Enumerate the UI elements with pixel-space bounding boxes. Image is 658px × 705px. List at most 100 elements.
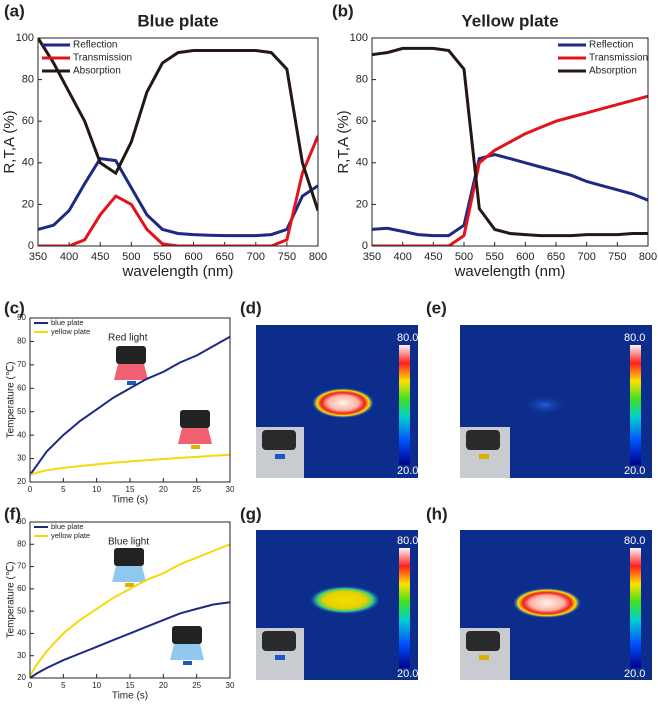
legend-label: yellow plate	[51, 531, 90, 540]
plot-frame	[29, 317, 231, 483]
lamp-icon	[178, 410, 212, 449]
chart-title: Blue plate	[137, 11, 218, 30]
legend-label: Absorption	[589, 66, 637, 77]
plot-frame	[29, 521, 231, 679]
x-tick-label: 600	[516, 251, 534, 263]
x-tick-label: 500	[122, 251, 140, 263]
x-tick-label: 15	[126, 485, 135, 494]
x-tick-label: 800	[639, 251, 657, 263]
legend-label: blue plate	[51, 318, 84, 327]
annotation: Blue light	[108, 537, 149, 548]
x-tick-label: 400	[60, 251, 78, 263]
panel-label: (g)	[240, 504, 262, 523]
panel-label: (c)	[4, 298, 25, 317]
y-tick-label: 80	[22, 74, 34, 86]
x-tick-label: 600	[184, 251, 202, 263]
x-tick-label: 650	[215, 251, 233, 263]
y-axis-label: Temperature (℃)	[6, 562, 17, 639]
x-tick-label: 550	[153, 251, 171, 263]
x-tick-label: 0	[28, 681, 33, 690]
x-tick-label: 30	[226, 485, 235, 494]
y-axis-label: Temperature (℃)	[6, 362, 17, 439]
plot-frame	[37, 37, 319, 247]
x-tick-label: 20	[159, 485, 168, 494]
x-tick-label: 25	[192, 681, 201, 690]
x-tick-label: 450	[91, 251, 109, 263]
series-line	[38, 156, 318, 238]
y-tick-label: 50	[17, 407, 26, 416]
series-line	[30, 335, 230, 476]
y-axis-label: R,T,A (%)	[335, 110, 352, 173]
x-tick-label: 550	[485, 251, 503, 263]
y-tick-label: 20	[356, 198, 368, 210]
x-tick-label: 30	[226, 681, 235, 690]
panel-label: (a)	[4, 1, 25, 20]
y-tick-label: 20	[22, 198, 34, 210]
x-tick-label: 10	[92, 681, 101, 690]
y-tick-label: 70	[17, 562, 26, 571]
x-tick-label: 450	[424, 251, 442, 263]
legend-label: Transmission	[73, 53, 132, 64]
colorbar-max: 80.0	[397, 332, 418, 344]
annotation: Red light	[108, 333, 148, 344]
x-tick-label: 5	[61, 485, 66, 494]
y-tick-label: 0	[28, 240, 34, 252]
x-tick-label: 25	[192, 485, 201, 494]
lamp-icon	[170, 626, 204, 665]
x-tick-label: 0	[28, 485, 33, 494]
legend-label: Reflection	[589, 40, 633, 51]
y-tick-label: 20	[17, 477, 26, 486]
x-tick-label: 700	[247, 251, 265, 263]
y-tick-label: 30	[17, 651, 26, 660]
series-line	[372, 46, 648, 238]
y-tick-label: 0	[362, 240, 368, 252]
y-tick-label: 100	[16, 32, 34, 44]
x-tick-label: 750	[608, 251, 626, 263]
y-tick-label: 80	[17, 337, 26, 346]
y-tick-label: 90	[17, 517, 26, 526]
legend-label: yellow plate	[51, 327, 90, 336]
lamp-icon	[112, 548, 146, 587]
x-tick-label: 800	[309, 251, 327, 263]
y-tick-label: 80	[17, 539, 26, 548]
y-tick-label: 60	[22, 115, 34, 127]
legend-label: blue plate	[51, 522, 84, 531]
colorbar-max: 80.0	[397, 535, 418, 547]
x-axis-label: Time (s)	[112, 495, 148, 506]
x-tick-label: 350	[29, 251, 47, 263]
chart-title: Yellow plate	[461, 11, 558, 30]
legend-label: Reflection	[73, 40, 117, 51]
x-tick-label: 500	[455, 251, 473, 263]
series-line	[30, 543, 230, 677]
y-tick-label: 40	[17, 629, 26, 638]
colorbar-min: 20.0	[397, 465, 418, 477]
x-axis-label: Time (s)	[112, 691, 148, 702]
panel-label: (d)	[240, 298, 262, 317]
y-tick-label: 70	[17, 360, 26, 369]
y-tick-label: 80	[356, 74, 368, 86]
x-axis-label: wavelength (nm)	[454, 263, 566, 280]
thermal-g: (g) 80.0 20.0	[240, 504, 418, 680]
lamp-icon	[114, 346, 148, 385]
x-tick-label: 10	[92, 485, 101, 494]
series-line	[372, 94, 648, 246]
x-tick-label: 750	[278, 251, 296, 263]
y-tick-label: 40	[22, 157, 34, 169]
x-axis-label: wavelength (nm)	[122, 263, 234, 280]
legend-label: Transmission	[589, 53, 648, 64]
y-tick-label: 100	[350, 32, 368, 44]
colorbar-max: 80.0	[624, 535, 645, 547]
panel-label: (f)	[4, 504, 21, 523]
x-tick-label: 400	[393, 251, 411, 263]
x-tick-label: 5	[61, 681, 66, 690]
y-tick-label: 60	[356, 115, 368, 127]
panel-label: (e)	[426, 298, 447, 317]
series-line	[38, 38, 318, 212]
series-line	[38, 135, 318, 246]
series-line	[372, 152, 648, 238]
y-tick-label: 20	[17, 673, 26, 682]
colorbar-min: 20.0	[397, 668, 418, 680]
thermal-d: (d) 80.0 20.0	[240, 298, 418, 478]
panel-label: (h)	[426, 504, 448, 523]
